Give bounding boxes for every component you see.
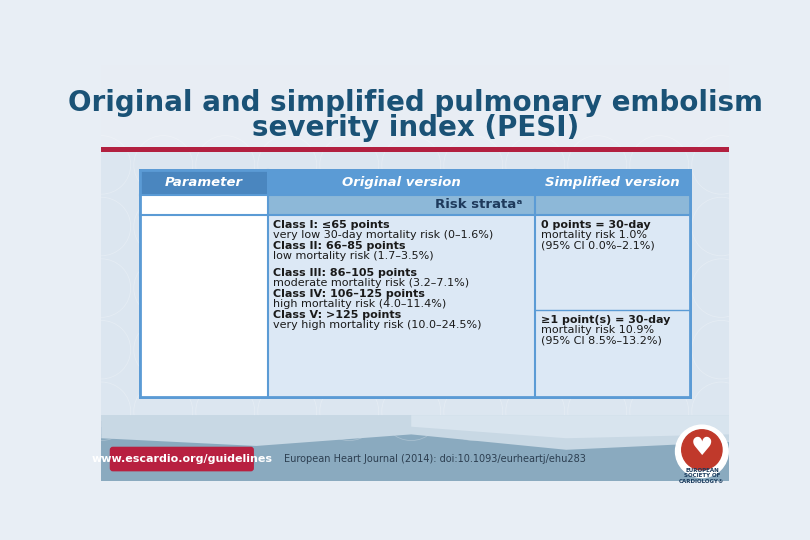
Text: moderate mortality risk (3.2–7.1%): moderate mortality risk (3.2–7.1%) (273, 278, 470, 288)
Text: Class III: 86–105 points: Class III: 86–105 points (273, 268, 417, 278)
FancyBboxPatch shape (110, 447, 254, 471)
Text: Original version: Original version (342, 176, 461, 189)
Bar (140, 195, 268, 215)
Text: Class V: >125 points: Class V: >125 points (273, 309, 402, 320)
Text: Risk strataᵃ: Risk strataᵃ (436, 198, 522, 212)
Bar (101, 147, 729, 152)
Polygon shape (101, 415, 729, 450)
Text: low mortality risk (1.7–3.5%): low mortality risk (1.7–3.5%) (273, 251, 434, 261)
Text: European Heart Journal (2014): doi:10.1093/eurheartj/ehu283: European Heart Journal (2014): doi:10.10… (284, 454, 586, 464)
Bar (101, 150, 729, 415)
Bar (101, 65, 729, 150)
Bar (268, 215, 690, 397)
Bar (101, 415, 729, 427)
Text: www.escardio.org/guidelines: www.escardio.org/guidelines (92, 454, 272, 464)
Text: very low 30-day mortality risk (0–1.6%): very low 30-day mortality risk (0–1.6%) (273, 231, 493, 240)
Text: Class I: ≤65 points: Class I: ≤65 points (273, 220, 390, 231)
Circle shape (676, 425, 728, 477)
Bar (101, 415, 729, 434)
Polygon shape (411, 415, 729, 438)
Bar (140, 215, 268, 397)
Text: mortality risk 10.9%: mortality risk 10.9% (541, 325, 654, 335)
Bar (140, 170, 690, 397)
Text: EUROPEAN
SOCIETY OF
CARDIOLOGY®: EUROPEAN SOCIETY OF CARDIOLOGY® (680, 468, 725, 484)
Bar (140, 170, 690, 195)
Text: Parameter: Parameter (165, 176, 243, 189)
Bar (101, 415, 729, 421)
Text: (95% CI 0.0%–2.1%): (95% CI 0.0%–2.1%) (541, 240, 654, 251)
Text: very high mortality risk (10.0–24.5%): very high mortality risk (10.0–24.5%) (273, 320, 482, 329)
Text: ♥: ♥ (691, 436, 713, 460)
Text: Class IV: 106–125 points: Class IV: 106–125 points (273, 289, 425, 299)
Bar (140, 170, 268, 195)
Text: ≥1 point(s) = 30-day: ≥1 point(s) = 30-day (541, 315, 670, 325)
Bar (268, 195, 690, 215)
Text: Class II: 66–85 points: Class II: 66–85 points (273, 241, 406, 251)
Text: Original and simplified pulmonary embolism: Original and simplified pulmonary emboli… (67, 89, 763, 117)
Text: severity index (PESI): severity index (PESI) (251, 114, 579, 142)
Text: Simplified version: Simplified version (545, 176, 680, 189)
Text: (95% CI 8.5%–13.2%): (95% CI 8.5%–13.2%) (541, 335, 662, 345)
Text: 0 points = 30-day: 0 points = 30-day (541, 220, 650, 231)
Bar (101, 415, 729, 481)
Text: high mortality risk (4.0–11.4%): high mortality risk (4.0–11.4%) (273, 299, 446, 309)
Circle shape (682, 430, 722, 470)
Text: mortality risk 1.0%: mortality risk 1.0% (541, 231, 646, 240)
